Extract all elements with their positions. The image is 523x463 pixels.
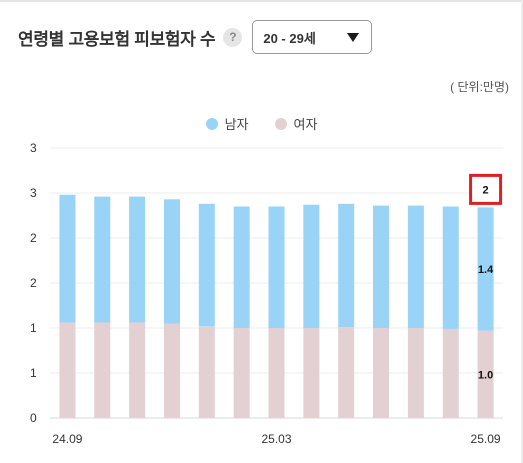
bar-female (198, 326, 215, 418)
chart-title: 연령별 고용보험 피보험자 수 (18, 29, 216, 49)
bar-male (338, 203, 355, 328)
legend-dot-male (205, 117, 218, 130)
chart-legend: 남자 여자 (0, 114, 523, 133)
bar-male (163, 199, 180, 324)
bar-male (407, 205, 424, 328)
bar-female (94, 322, 111, 418)
bar-female (303, 328, 320, 418)
legend-label-female: 여자 (293, 117, 318, 132)
data-label-total: 2 (483, 184, 489, 196)
total-highlight-box (469, 173, 503, 205)
bar-male (233, 206, 250, 328)
bar-female (59, 322, 76, 418)
y-tick-label: 2 (30, 276, 37, 290)
age-group-select[interactable]: 20 - 29세 (252, 20, 373, 54)
bar-female (442, 328, 459, 418)
x-tick-label: 24.09 (52, 432, 82, 446)
data-label-male: 1.4 (478, 264, 494, 276)
bar-female (129, 322, 146, 418)
bar-female (407, 328, 424, 418)
legend-dot-female (274, 117, 287, 130)
x-tick-label: 25.03 (261, 432, 291, 446)
bar-female (373, 328, 390, 418)
y-tick-label: 1 (30, 321, 37, 335)
bar-female (477, 330, 494, 418)
bar-female (268, 328, 285, 418)
bar-female (163, 323, 180, 418)
caret-down-icon (347, 32, 360, 42)
bar-female (233, 328, 250, 418)
bar-male (373, 205, 390, 328)
chart-header: 연령별 고용보험 피보험자 수 ? 20 - 29세 (18, 20, 373, 54)
bar-male (59, 194, 76, 323)
y-tick-label: 2 (30, 231, 37, 245)
bar-male (129, 196, 146, 323)
y-tick-label: 3 (30, 141, 37, 155)
top-divider (0, 0, 523, 2)
bar-male (94, 196, 111, 323)
age-group-value: 20 - 29세 (263, 30, 316, 46)
x-tick-label: 25.09 (471, 432, 501, 446)
help-icon[interactable]: ? (223, 27, 243, 47)
legend-label-male: 남자 (224, 117, 249, 132)
bar-male (303, 204, 320, 328)
y-tick-label: 3 (30, 186, 37, 200)
bar-male (477, 207, 494, 331)
data-label-female: 1.0 (478, 369, 493, 381)
card-edge (521, 0, 523, 463)
bar-male (198, 203, 215, 327)
legend-item-female[interactable]: 여자 (274, 114, 318, 133)
unit-label: ( 단위:만명) (450, 80, 509, 94)
y-tick-label: 1 (30, 366, 37, 380)
bar-female (338, 327, 355, 418)
y-tick-label: 0 (30, 411, 37, 425)
legend-item-male[interactable]: 남자 (205, 114, 249, 133)
bar-male (442, 206, 459, 329)
bar-male (268, 206, 285, 328)
